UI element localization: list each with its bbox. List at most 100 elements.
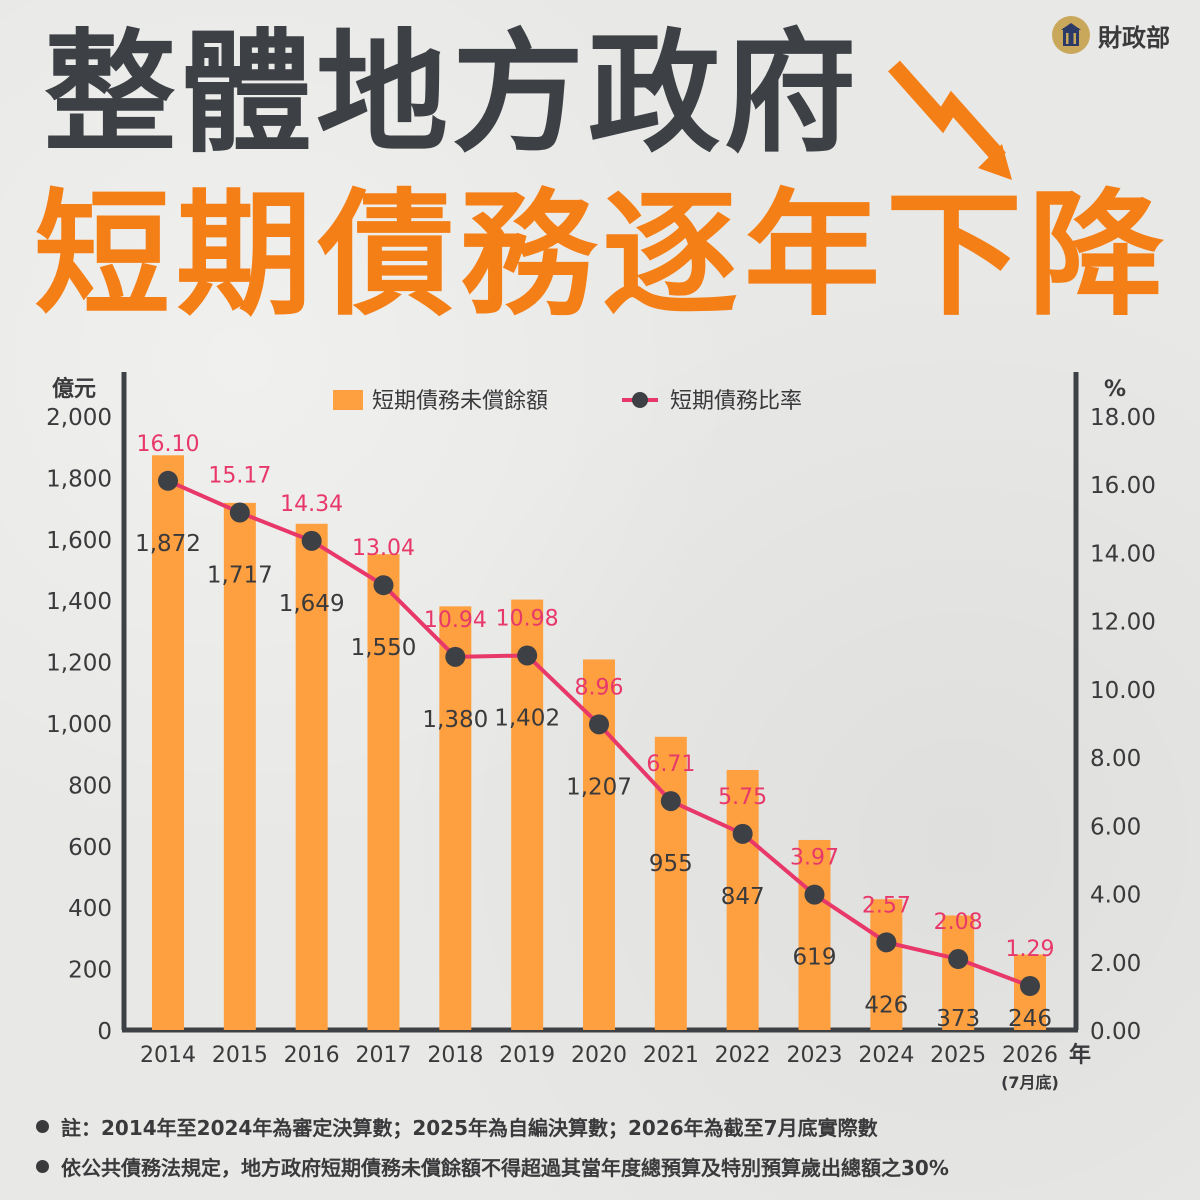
bar bbox=[295, 523, 328, 1030]
right-tick-label: 14.00 bbox=[1090, 541, 1156, 567]
ratio-value-label: 16.10 bbox=[137, 432, 200, 457]
x-tick-label: 2014 bbox=[140, 1043, 196, 1068]
ratio-marker bbox=[948, 949, 969, 970]
ratio-value-label: 14.34 bbox=[280, 492, 343, 517]
bar-value-label: 1,649 bbox=[279, 591, 345, 617]
legend-bar-swatch bbox=[333, 390, 363, 410]
ratio-marker bbox=[804, 884, 825, 905]
left-tick-label: 1,600 bbox=[46, 528, 112, 554]
bar-value-label: 847 bbox=[721, 884, 765, 910]
left-tick-label: 0 bbox=[97, 1019, 112, 1045]
x-tick-label: 2021 bbox=[643, 1043, 699, 1068]
ratio-marker bbox=[158, 470, 178, 491]
left-tick-label: 1,200 bbox=[46, 651, 112, 677]
debt-chart: 億元 % 0 200 400 600 800 1,000 1,200 1,400 1,600 1,80… bbox=[46, 372, 1156, 1092]
x-tick-label: 2024 bbox=[858, 1043, 914, 1068]
x-tick-label: 2023 bbox=[787, 1043, 843, 1068]
ratio-value-label: 13.04 bbox=[352, 536, 415, 561]
ratio-value-label: 15.17 bbox=[208, 464, 271, 489]
bar bbox=[511, 599, 544, 1030]
bar bbox=[223, 502, 256, 1030]
ratio-value-label: 8.96 bbox=[575, 675, 624, 700]
ratio-marker bbox=[660, 791, 681, 812]
left-tick-label: 1,000 bbox=[46, 712, 112, 738]
ratio-value-label: 6.71 bbox=[646, 752, 695, 777]
ratio-marker bbox=[732, 823, 753, 844]
brand-name: 財政部 bbox=[1098, 23, 1170, 52]
headline-line1: 整體地方政府 bbox=[44, 17, 860, 171]
ratio-marker bbox=[301, 530, 322, 551]
x-axis-unit: 年 bbox=[1069, 1042, 1091, 1068]
right-tick-label: 12.00 bbox=[1090, 610, 1156, 636]
bullet-icon bbox=[36, 1120, 49, 1133]
ratio-value-label: 10.94 bbox=[424, 608, 487, 633]
left-tick-label: 800 bbox=[68, 773, 112, 799]
right-tick-label: 18.00 bbox=[1090, 405, 1156, 431]
ratio-value-label: 1.29 bbox=[1006, 937, 1055, 962]
legend-line-label: 短期債務比率 bbox=[670, 389, 802, 414]
left-tick-label: 600 bbox=[68, 835, 112, 861]
x-tick-label: 2015 bbox=[212, 1043, 268, 1068]
ratio-marker bbox=[1020, 975, 1040, 996]
x-tick-label: 2019 bbox=[499, 1043, 555, 1068]
bar-value-label: 1,402 bbox=[494, 705, 560, 731]
right-tick-label: 2.00 bbox=[1090, 951, 1141, 977]
ratio-marker bbox=[517, 645, 538, 666]
downward-trend-arrow-icon bbox=[888, 60, 1012, 180]
ratio-value-label: 2.57 bbox=[862, 893, 911, 918]
bar bbox=[152, 455, 184, 1030]
right-tick-label: 6.00 bbox=[1090, 814, 1141, 840]
bar-value-label: 373 bbox=[936, 1006, 980, 1032]
ratio-marker bbox=[445, 646, 466, 667]
headline-line2: 短期債務逐年下降 bbox=[34, 177, 1170, 335]
x-tick-label: 2020 bbox=[571, 1043, 627, 1068]
bar bbox=[870, 899, 903, 1030]
bar-value-label: 1,872 bbox=[135, 531, 201, 557]
x-tick-label: 2018 bbox=[427, 1043, 483, 1068]
left-tick-label: 1,400 bbox=[46, 589, 112, 615]
left-axis-label: 億元 bbox=[52, 376, 96, 402]
right-tick-label: 8.00 bbox=[1090, 746, 1141, 772]
bar bbox=[798, 839, 831, 1030]
left-tick-label: 1,800 bbox=[46, 466, 112, 492]
right-tick-label: 4.00 bbox=[1090, 883, 1141, 909]
ratio-value-label: 2.08 bbox=[934, 910, 983, 935]
x-tick-label: 2017 bbox=[356, 1043, 412, 1068]
bar-value-label: 426 bbox=[864, 992, 908, 1018]
bar bbox=[654, 736, 687, 1030]
x-tick-note: (7月底) bbox=[1001, 1073, 1059, 1092]
bar bbox=[439, 606, 472, 1030]
x-tick-label: 2026 bbox=[1002, 1043, 1058, 1068]
bar-value-label: 1,380 bbox=[422, 707, 488, 733]
ratio-marker bbox=[876, 932, 897, 953]
bar-value-label: 955 bbox=[649, 851, 693, 877]
bar-value-label: 246 bbox=[1008, 1006, 1052, 1032]
right-tick-label: 10.00 bbox=[1090, 678, 1156, 704]
ratio-marker bbox=[229, 502, 250, 523]
bar-value-label: 619 bbox=[793, 945, 837, 971]
ratio-value-label: 3.97 bbox=[790, 846, 839, 871]
bar bbox=[942, 915, 975, 1030]
x-tick-label: 2016 bbox=[284, 1043, 340, 1068]
bar-value-label: 1,550 bbox=[351, 635, 417, 661]
right-tick-label: 16.00 bbox=[1090, 473, 1156, 499]
legend-bar-label: 短期債務未償餘額 bbox=[372, 389, 548, 414]
footnote-text: 依公共債務法規定，地方政府短期債務未償餘額不得超過其當年度總預算及特別預算歲出總… bbox=[61, 1156, 949, 1180]
footnote-text: 註：2014年至2024年為審定決算數；2025年為自編決算數；2026年為截至… bbox=[61, 1116, 878, 1140]
left-tick-label: 400 bbox=[68, 896, 112, 922]
right-tick-label: 0.00 bbox=[1090, 1019, 1141, 1045]
ratio-marker bbox=[373, 575, 394, 596]
bar bbox=[726, 769, 759, 1030]
right-axis-label: % bbox=[1104, 377, 1126, 402]
bar-value-label: 1,207 bbox=[566, 774, 632, 800]
ratio-marker bbox=[589, 714, 609, 735]
ministry-of-finance-emblem-icon bbox=[1052, 16, 1090, 54]
legend-line-marker bbox=[632, 392, 648, 408]
bar bbox=[367, 554, 400, 1030]
left-tick-label: 200 bbox=[68, 958, 112, 984]
bullet-icon bbox=[36, 1160, 49, 1173]
footnote-2: 依公共債務法規定，地方政府短期債務未償餘額不得超過其當年度總預算及特別預算歲出總… bbox=[36, 1152, 949, 1181]
left-tick-label: 2,000 bbox=[46, 405, 112, 431]
brand-logo: 財政部 bbox=[1052, 16, 1170, 54]
